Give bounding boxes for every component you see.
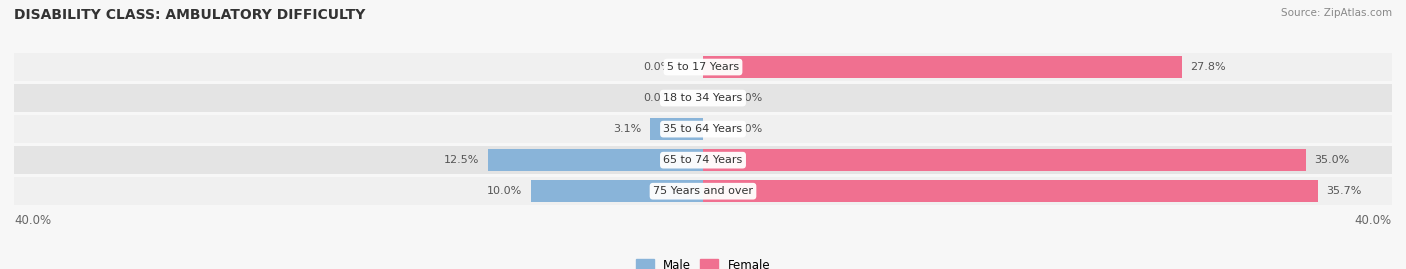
Text: 18 to 34 Years: 18 to 34 Years xyxy=(664,93,742,103)
Bar xyxy=(531,180,703,202)
Text: Source: ZipAtlas.com: Source: ZipAtlas.com xyxy=(1281,8,1392,18)
Text: 10.0%: 10.0% xyxy=(486,186,522,196)
Bar xyxy=(650,118,703,140)
Text: DISABILITY CLASS: AMBULATORY DIFFICULTY: DISABILITY CLASS: AMBULATORY DIFFICULTY xyxy=(14,8,366,22)
Text: 27.8%: 27.8% xyxy=(1191,62,1226,72)
Bar xyxy=(14,177,1392,206)
Bar xyxy=(703,180,1317,202)
Text: 40.0%: 40.0% xyxy=(1355,214,1392,228)
Bar xyxy=(703,56,1182,78)
Text: 40.0%: 40.0% xyxy=(14,214,51,228)
Text: 0.0%: 0.0% xyxy=(644,93,672,103)
Text: 75 Years and over: 75 Years and over xyxy=(652,186,754,196)
Text: 12.5%: 12.5% xyxy=(444,155,479,165)
Bar xyxy=(14,84,1392,112)
Text: 35 to 64 Years: 35 to 64 Years xyxy=(664,124,742,134)
Text: 0.0%: 0.0% xyxy=(734,124,762,134)
Text: 3.1%: 3.1% xyxy=(613,124,641,134)
Bar xyxy=(703,149,1306,171)
Text: 5 to 17 Years: 5 to 17 Years xyxy=(666,62,740,72)
Bar xyxy=(488,149,703,171)
Text: 35.0%: 35.0% xyxy=(1315,155,1350,165)
Text: 65 to 74 Years: 65 to 74 Years xyxy=(664,155,742,165)
Text: 35.7%: 35.7% xyxy=(1326,186,1362,196)
Text: 0.0%: 0.0% xyxy=(644,62,672,72)
Bar xyxy=(14,115,1392,143)
Text: 0.0%: 0.0% xyxy=(734,93,762,103)
Legend: Male, Female: Male, Female xyxy=(631,254,775,269)
Bar xyxy=(14,53,1392,81)
Bar xyxy=(14,146,1392,174)
